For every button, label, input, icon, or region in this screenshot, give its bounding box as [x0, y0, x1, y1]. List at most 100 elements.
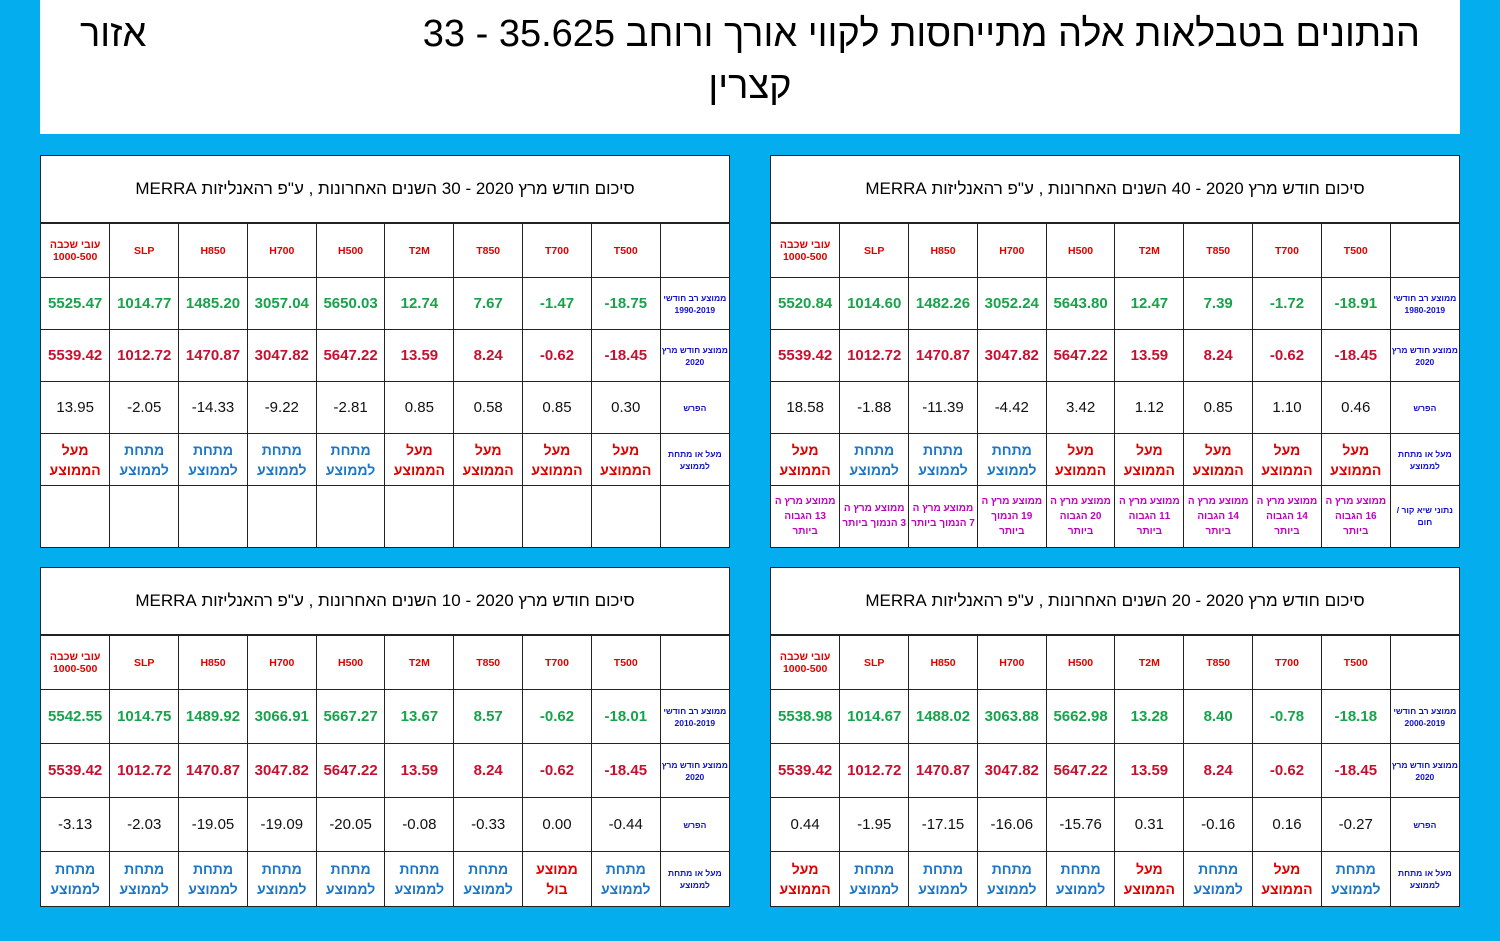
status-line-1: מתחת: [330, 441, 371, 458]
diff-row-cell: -2.05: [109, 381, 180, 434]
status-cell: מעל הממוצע: [1252, 433, 1322, 486]
current-row-cell: -0.62: [1252, 329, 1322, 382]
status-line-2: לממוצע: [257, 461, 307, 478]
diff-row: 0.44 -1.95 -17.15 -16.06 -15.76 0.31 -0.16 0.16…: [771, 797, 1459, 852]
current-row-cell: 5539.42: [771, 329, 841, 382]
current-row-cell: 13.59: [1114, 329, 1185, 382]
current-row-cell: 1012.72: [839, 329, 910, 382]
status-row: מעל הממוצע מתחת לממוצע מתחת לממוצע מתחת לממוצע מ…: [771, 851, 1459, 906]
status-line-2: הממוצע: [393, 461, 445, 478]
status-line-1: מתחת: [1198, 860, 1239, 877]
avg-row-cell: -18.75: [590, 277, 661, 330]
column-header: T850: [1183, 635, 1254, 690]
status-cell: מעל הממוצע: [1320, 433, 1391, 486]
status-cell: מתחת לממוצע: [315, 433, 386, 486]
current-row-cell: 13.59: [384, 743, 455, 798]
status-cell: מתחת לממוצע: [590, 851, 661, 906]
column-header: SLP: [109, 223, 180, 278]
avg-row-label: ממוצע רב חודשי 2010-2019: [659, 689, 729, 744]
avg-row-cell: 12.47: [1114, 277, 1185, 330]
diff-row-cell: -20.05: [315, 797, 386, 852]
diff-row-cell: 0.30: [590, 381, 661, 434]
status-line-2: לממוצע: [918, 880, 968, 897]
status-line-2: הממוצע: [779, 880, 831, 897]
status-row: מתחת לממוצע מתחת לממוצע מתחת לממוצע מתחת לממוצע…: [41, 851, 729, 906]
column-header: H700: [976, 223, 1047, 278]
status-cell: מתחת לממוצע: [1045, 851, 1116, 906]
status-line-1: מתחת: [605, 860, 646, 877]
status-line-2: הממוצע: [1054, 461, 1107, 478]
status-line-1: מתחת: [124, 441, 165, 458]
extreme-row-cell: [384, 485, 455, 547]
column-header: T2M: [1114, 635, 1185, 690]
column-header: H500: [315, 635, 386, 690]
extreme-row-cell: [41, 485, 111, 547]
status-line-2: לממוצע: [188, 461, 238, 478]
status-line-2: לממוצע: [918, 461, 968, 478]
avg-row-cell: 5525.47: [41, 277, 111, 330]
summary-table: עובי שכבה 1000-500 SLP H850 H700 H500 T2M T850…: [771, 223, 1459, 547]
status-cell: מתחת לממוצע: [908, 433, 978, 486]
avg-row-cell: 1489.92: [178, 689, 248, 744]
status-cell: מתחת לממוצע: [109, 851, 180, 906]
status-line-2: לממוצע: [987, 880, 1037, 897]
status-line-2: לממוצע: [325, 880, 376, 897]
current-row-cell: -18.45: [590, 329, 661, 382]
diff-row-cell: -4.42: [976, 381, 1047, 434]
avg-row-cell: 7.39: [1183, 277, 1254, 330]
column-header: SLP: [839, 223, 910, 278]
status-line-1: מתחת: [261, 441, 302, 458]
status-line-1: מתחת: [55, 860, 96, 877]
status-cell: מעל הממוצע: [453, 433, 524, 486]
current-row-cell: -18.45: [1320, 743, 1391, 798]
column-header: T500: [590, 635, 661, 690]
status-cell: מתחת לממוצע: [246, 851, 317, 906]
extreme-row-label: נתוני שיא קור / חום: [1389, 485, 1459, 547]
status-cell: ממוצע בול: [522, 851, 592, 906]
status-line-2: לממוצע: [987, 461, 1037, 478]
avg-row-cell: 13.67: [384, 689, 455, 744]
status-line-2: הממוצע: [1261, 461, 1313, 478]
avg-row-cell: 5643.80: [1045, 277, 1116, 330]
extreme-row-cell: [590, 485, 661, 547]
status-line-2: לממוצע: [257, 880, 307, 897]
current-row-cell: 5539.42: [41, 329, 111, 382]
panel-40-years: סיכום חודש מרץ 2020 - 40 השנים האחרונות …: [770, 155, 1460, 548]
diff-row-cell: 0.85: [1183, 381, 1254, 434]
status-cell: מעל הממוצע: [771, 851, 841, 906]
diff-row-cell: 0.16: [1252, 797, 1322, 852]
extreme-row-cell: ממוצע מרץ ה 7 הנמוך ביותר: [908, 485, 978, 547]
status-line-2: לממוצע: [849, 461, 899, 478]
status-line-2: הממוצע: [462, 461, 514, 478]
status-line-2: הממוצע: [600, 461, 652, 478]
avg-row-cell: 3063.88: [976, 689, 1047, 744]
current-row-cell: -18.45: [1320, 329, 1391, 382]
header-region-word: אזור: [80, 13, 147, 55]
status-line-1: מתחת: [468, 860, 509, 877]
diff-row-cell: -2.81: [315, 381, 386, 434]
summary-table: עובי שכבה 1000-500 SLP H850 H700 H500 T2M T850…: [771, 635, 1459, 906]
status-line-1: מתחת: [991, 860, 1032, 877]
status-line-1: מעל: [1273, 860, 1301, 877]
avg-row-cell: 1014.67: [839, 689, 910, 744]
status-line-2: לממוצע: [1193, 880, 1243, 897]
status-line-1: מתחת: [922, 441, 964, 458]
current-row-cell: 8.24: [1183, 743, 1254, 798]
status-cell: מעל הממוצע: [1114, 433, 1185, 486]
status-cell: מעל הממוצע: [41, 433, 111, 486]
diff-row-cell: -11.39: [908, 381, 978, 434]
column-header: T700: [522, 635, 592, 690]
status-line-1: ממוצע: [536, 860, 578, 877]
status-line-1: מעל: [1273, 441, 1301, 458]
diff-row-cell: -0.08: [384, 797, 455, 852]
status-cell: מתחת לממוצע: [976, 433, 1047, 486]
status-line-1: מעל: [791, 441, 819, 458]
status-line-1: מתחת: [192, 860, 234, 877]
status-line-2: לממוצע: [119, 880, 169, 897]
status-line-1: מתחת: [192, 441, 234, 458]
status-line-1: מתחת: [399, 860, 440, 877]
extreme-row-cell: [315, 485, 386, 547]
current-row-cell: 1012.72: [109, 329, 180, 382]
column-header: עובי שכבה 1000-500: [41, 223, 111, 278]
panel-30-years: סיכום חודש מרץ 2020 - 30 השנים האחרונות …: [40, 155, 730, 548]
